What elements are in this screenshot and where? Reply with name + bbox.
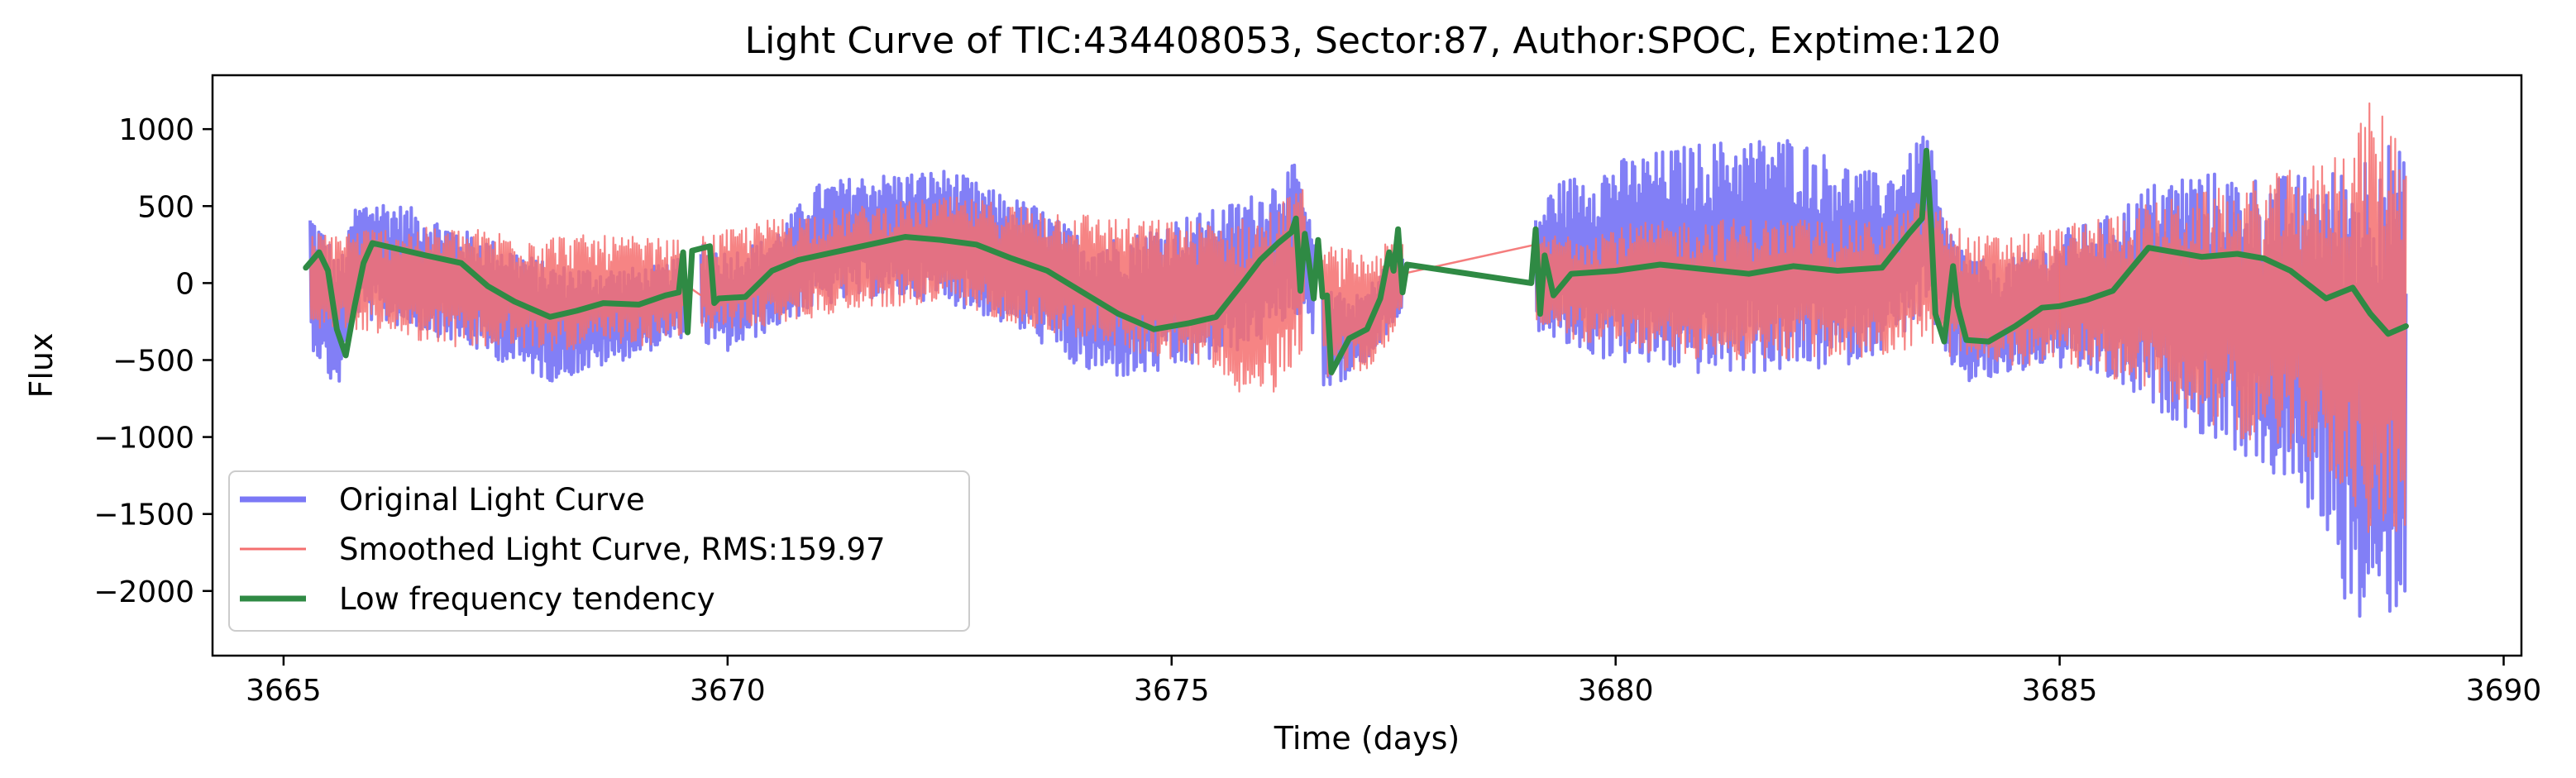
y-tick-label: 500 — [137, 190, 194, 224]
y-tick-label: 1000 — [118, 113, 194, 147]
legend-label-smoothed: Smoothed Light Curve, RMS:159.97 — [339, 532, 886, 567]
y-tick-label: −2000 — [93, 575, 194, 609]
legend-label-tendency: Low frequency tendency — [339, 581, 715, 617]
x-axis-label: Time (days) — [1274, 720, 1460, 757]
series-segment — [700, 189, 1306, 393]
y-axis-label: Flux — [23, 333, 60, 399]
plot-area — [303, 102, 2409, 618]
x-tick-label: 3665 — [246, 674, 322, 708]
x-tick-label: 3685 — [2022, 674, 2098, 708]
legend-box — [228, 470, 970, 632]
series-tendency — [303, 147, 2409, 375]
legend: Original Light Curve Smoothed Light Curv… — [228, 470, 970, 632]
x-tick-label: 3680 — [1578, 674, 1654, 708]
x-axis: 3665 3670 3675 3680 3685 3690 — [246, 656, 2541, 708]
x-tick-label: 3675 — [1134, 674, 1210, 708]
y-tick-label: −500 — [112, 344, 194, 378]
y-tick-label: 0 — [175, 267, 194, 301]
plot-frame — [211, 74, 2523, 657]
y-tick-label: −1000 — [93, 422, 194, 456]
chart-title: Light Curve of TIC:434408053, Sector:87,… — [745, 20, 2001, 62]
series-segment — [1534, 203, 2061, 366]
y-axis: 1000 500 0 −500 −1000 −1500 −2000 — [93, 113, 213, 609]
x-tick-label: 3670 — [690, 674, 766, 708]
series-segment — [1321, 242, 1404, 377]
legend-label-original: Original Light Curve — [339, 482, 645, 518]
y-tick-label: −1500 — [93, 499, 194, 532]
x-tick-label: 3690 — [2466, 674, 2542, 708]
